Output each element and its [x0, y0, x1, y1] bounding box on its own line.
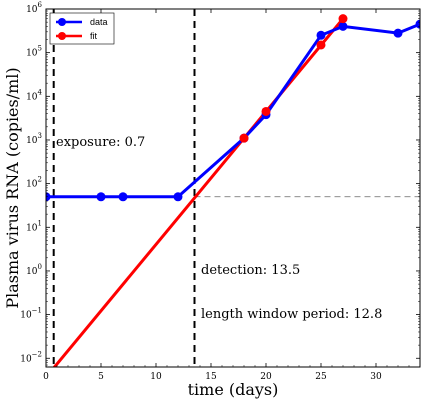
y-tick-label: 10−1: [20, 307, 42, 321]
data-point: [316, 30, 326, 40]
legend-box: [49, 12, 115, 45]
y-tick-label: 101: [26, 219, 42, 233]
detection-annotation: detection: 13.5: [201, 263, 300, 278]
y-tick-label: 102: [26, 176, 42, 190]
x-tick-label: 20: [260, 372, 272, 382]
x-tick-label: 0: [43, 372, 49, 382]
x-axis-label: time (days): [188, 380, 279, 399]
data-point: [173, 192, 183, 202]
fit-point: [338, 14, 348, 24]
data-point: [338, 21, 348, 31]
window-annotation: length window period: 12.8: [201, 307, 382, 322]
legend-data-label: data: [90, 17, 108, 27]
y-tick-label: 100: [26, 263, 42, 277]
data-point: [118, 192, 128, 202]
x-tick-label: 10: [150, 372, 162, 382]
legend: data fit: [49, 12, 115, 45]
data-point: [46, 192, 51, 202]
data-point: [393, 28, 403, 38]
x-tick-label: 15: [205, 372, 217, 382]
data-line: [46, 22, 420, 199]
y-tick-label: 106: [26, 1, 42, 15]
exposure-annotation: exposure: 0.7: [56, 135, 145, 150]
y-tick-label: 104: [26, 88, 42, 102]
x-tick-label: 5: [98, 372, 104, 382]
x-tick-label: 30: [370, 372, 382, 382]
legend-fit-marker: [58, 32, 66, 40]
y-tick-label: 103: [26, 132, 42, 146]
y-tick-label: 105: [26, 45, 42, 59]
fit-point: [316, 40, 326, 50]
legend-fit-label: fit: [90, 31, 98, 41]
legend-data-marker: [58, 18, 66, 26]
fit-point: [261, 106, 271, 116]
data-point: [96, 192, 106, 202]
fit-point: [239, 133, 249, 143]
y-tick-label: 10−2: [20, 350, 42, 364]
x-tick-label: 25: [315, 372, 327, 382]
y-axis-label: Plasma virus RNA (copies/ml): [3, 67, 22, 308]
